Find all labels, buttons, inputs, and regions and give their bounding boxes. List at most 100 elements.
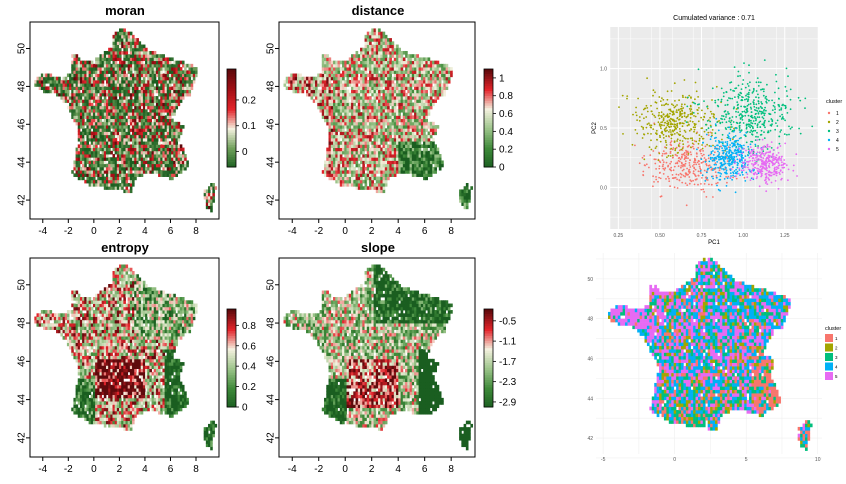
x-tick-label: 6	[422, 226, 428, 237]
scatter-point	[697, 104, 699, 106]
scatter-point	[731, 168, 733, 170]
scatter-point	[672, 157, 674, 159]
scatter-point	[665, 131, 667, 133]
scatter-point	[673, 169, 675, 171]
scatter-point	[741, 153, 743, 155]
scatter-point	[702, 119, 704, 121]
scatter-point	[675, 148, 677, 150]
scatter-point	[652, 185, 654, 187]
scatter-point	[750, 155, 752, 157]
scatter-point	[696, 152, 698, 154]
scatter-point	[670, 118, 672, 120]
y-tick-label: 42	[587, 436, 593, 442]
scatter-point	[712, 178, 714, 180]
x-tick-label: 4	[142, 464, 148, 475]
scatter-point	[681, 103, 683, 105]
scatter-point	[724, 118, 726, 120]
scatter-point	[750, 172, 752, 174]
scatter-point	[715, 118, 717, 120]
scatter-point	[781, 164, 783, 166]
scatter-point	[670, 151, 672, 153]
scatter-point	[775, 122, 777, 124]
scatter-point	[666, 127, 668, 129]
scatter-point	[766, 158, 768, 160]
legend-label: 3	[836, 129, 839, 135]
scatter-point	[681, 113, 683, 115]
scatter-point	[665, 115, 667, 117]
scatter-point	[704, 113, 706, 115]
scatter-point	[715, 140, 717, 142]
scatter-point	[757, 151, 759, 153]
scatter-point	[783, 159, 785, 161]
scatter-point	[697, 162, 699, 164]
scatter-point	[663, 119, 665, 121]
scatter-point	[704, 180, 706, 182]
scatter-point	[700, 151, 702, 153]
scatter-point	[658, 121, 660, 123]
scatter-point	[653, 89, 655, 91]
scatter-point	[763, 131, 765, 133]
scatter-point	[653, 115, 655, 117]
scatter-point	[754, 144, 756, 146]
scatter-point	[729, 147, 731, 149]
scatter-point	[689, 120, 691, 122]
scatter-point	[734, 88, 736, 90]
y-tick-label: 44	[17, 156, 28, 168]
scatter-point	[709, 145, 711, 147]
scatter-point	[713, 113, 715, 115]
scatter-point	[761, 157, 763, 159]
scatter-point	[701, 177, 703, 179]
scatter-point	[757, 125, 759, 127]
scatter-point	[712, 157, 714, 159]
scatter-point	[716, 185, 718, 187]
scatter-point	[690, 117, 692, 119]
scatter-point	[690, 108, 692, 110]
scatter-point	[749, 160, 751, 162]
scatter-point	[736, 178, 738, 180]
scatter-point	[753, 88, 755, 90]
scatter-point	[732, 90, 734, 92]
scatter-point	[752, 157, 754, 159]
scatter-point	[717, 106, 719, 108]
scatter-point	[701, 162, 703, 164]
scatter-point	[655, 179, 657, 181]
scatter-point	[741, 96, 743, 98]
y-tick-label: 46	[17, 118, 28, 130]
scatter-point	[735, 135, 737, 137]
scatter-point	[748, 72, 750, 74]
scatter-point	[716, 177, 718, 179]
scatter-point	[689, 166, 691, 168]
scatter-point	[665, 178, 667, 180]
scatter-point	[752, 117, 754, 119]
scatter-point	[663, 161, 665, 163]
scatter-point	[642, 127, 644, 129]
scatter-point	[725, 113, 727, 115]
scatter-point	[672, 105, 674, 107]
scatter-point	[748, 169, 750, 171]
scatter-point	[710, 126, 712, 128]
scatter-point	[676, 132, 678, 134]
scatter-point	[783, 105, 785, 107]
scatter-point	[769, 146, 771, 148]
scatter-point	[642, 174, 644, 176]
scatter-point	[733, 121, 735, 123]
scatter-point	[747, 167, 749, 169]
scatter-point	[687, 146, 689, 148]
scatter-point	[737, 163, 739, 165]
scatter-point	[728, 126, 730, 128]
scatter-point	[656, 146, 658, 148]
scatter-point	[714, 102, 716, 104]
scatter-point	[779, 156, 781, 158]
scatter-point	[723, 168, 725, 170]
scatter-point	[755, 103, 757, 105]
scatter-point	[760, 176, 762, 178]
scatter-point	[784, 133, 786, 135]
scatter-point	[790, 128, 792, 130]
scatter-point	[655, 176, 657, 178]
scatter-point	[646, 77, 648, 79]
scatter-point	[739, 131, 741, 133]
scatter-point	[658, 168, 660, 170]
scatter-point	[684, 112, 686, 114]
scatter-point	[700, 183, 702, 185]
scatter-point	[724, 147, 726, 149]
